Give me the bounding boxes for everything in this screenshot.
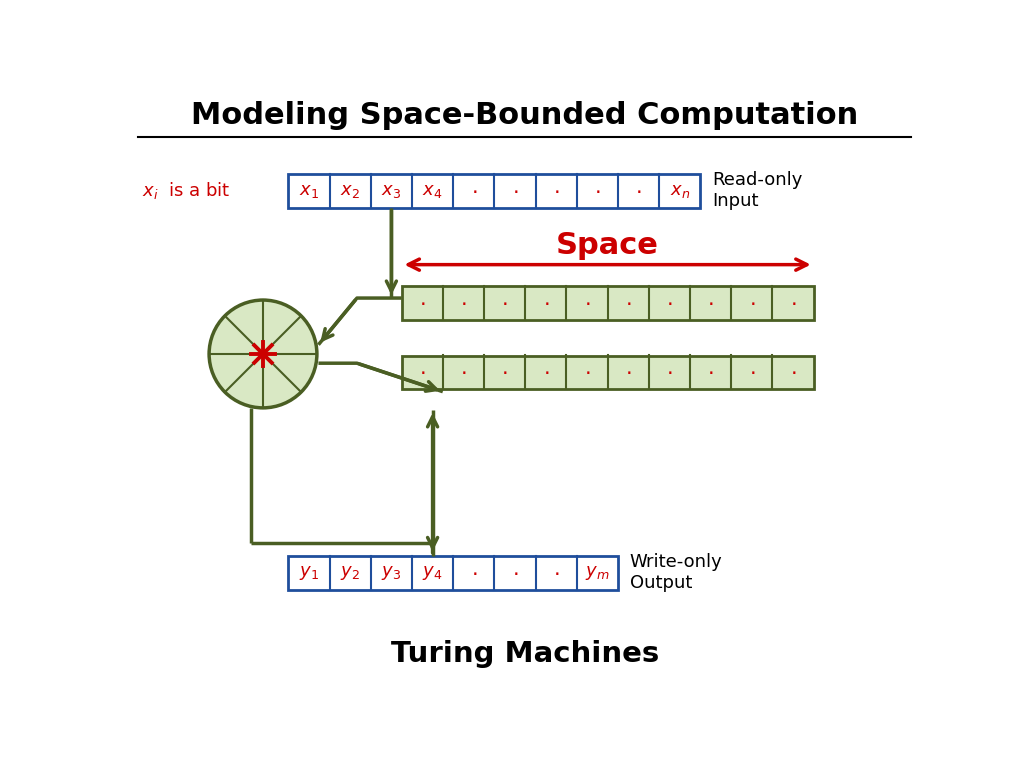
Text: $\cdot$: $\cdot$ — [584, 293, 590, 313]
Text: $\mathit{y}_{4}$: $\mathit{y}_{4}$ — [423, 564, 442, 581]
Text: $\cdot$: $\cdot$ — [790, 293, 796, 313]
Text: Turing Machines: Turing Machines — [391, 641, 658, 668]
Text: $\cdot$: $\cdot$ — [708, 362, 714, 382]
Text: $\cdot$: $\cdot$ — [635, 180, 642, 200]
Text: $\cdot$: $\cdot$ — [553, 180, 559, 200]
Text: $\cdot$: $\cdot$ — [594, 180, 600, 200]
Text: $\mathit{x}_{1}$: $\mathit{x}_{1}$ — [299, 182, 319, 200]
Text: $\cdot$: $\cdot$ — [502, 362, 508, 382]
Text: $\mathit{x}_{n}$: $\mathit{x}_{n}$ — [670, 182, 690, 200]
Text: $\cdot$: $\cdot$ — [667, 293, 673, 313]
Text: $\mathit{x}_{4}$: $\mathit{x}_{4}$ — [422, 182, 442, 200]
Text: $\mathit{x}_{3}$: $\mathit{x}_{3}$ — [381, 182, 401, 200]
Text: Modeling Space-Bounded Computation: Modeling Space-Bounded Computation — [191, 101, 858, 130]
Text: $\cdot$: $\cdot$ — [471, 563, 477, 583]
Text: $\cdot$: $\cdot$ — [553, 563, 559, 583]
Text: $\cdot$: $\cdot$ — [708, 293, 714, 313]
Bar — [401, 356, 813, 389]
Text: $\cdot$: $\cdot$ — [460, 293, 467, 313]
Text: $\mathit{x}_{2}$: $\mathit{x}_{2}$ — [340, 182, 360, 200]
Text: $\cdot$: $\cdot$ — [749, 362, 755, 382]
Text: $\cdot$: $\cdot$ — [419, 362, 425, 382]
Text: $\cdot$: $\cdot$ — [625, 362, 632, 382]
Text: $\cdot$: $\cdot$ — [512, 563, 518, 583]
Text: Space: Space — [556, 231, 659, 260]
Text: $\cdot$: $\cdot$ — [419, 293, 425, 313]
Bar — [289, 174, 700, 207]
Bar — [401, 286, 813, 320]
Text: $\cdot$: $\cdot$ — [502, 293, 508, 313]
Text: Read-only
Input: Read-only Input — [712, 171, 802, 210]
Text: $\cdot$: $\cdot$ — [512, 180, 518, 200]
Text: $\mathit{y}_{1}$: $\mathit{y}_{1}$ — [299, 564, 319, 581]
Circle shape — [209, 300, 316, 408]
Text: $\cdot$: $\cdot$ — [749, 293, 755, 313]
Text: $\mathit{y}_{2}$: $\mathit{y}_{2}$ — [340, 564, 360, 581]
Text: $\cdot$: $\cdot$ — [460, 362, 467, 382]
Bar — [289, 556, 617, 590]
Text: $\mathit{y}_{3}$: $\mathit{y}_{3}$ — [381, 564, 401, 581]
Text: $\cdot$: $\cdot$ — [584, 362, 590, 382]
Text: $\cdot$: $\cdot$ — [625, 293, 632, 313]
Text: $\cdot$: $\cdot$ — [543, 362, 549, 382]
Text: Write-only
Output: Write-only Output — [630, 553, 722, 592]
Text: $\cdot$: $\cdot$ — [543, 293, 549, 313]
Text: $\cdot$: $\cdot$ — [667, 362, 673, 382]
Text: $\mathit{x}_i$  is a bit: $\mathit{x}_i$ is a bit — [142, 180, 230, 201]
Text: $\cdot$: $\cdot$ — [471, 180, 477, 200]
Text: $\mathit{y}_{m}$: $\mathit{y}_{m}$ — [585, 564, 609, 581]
Text: $\cdot$: $\cdot$ — [790, 362, 796, 382]
